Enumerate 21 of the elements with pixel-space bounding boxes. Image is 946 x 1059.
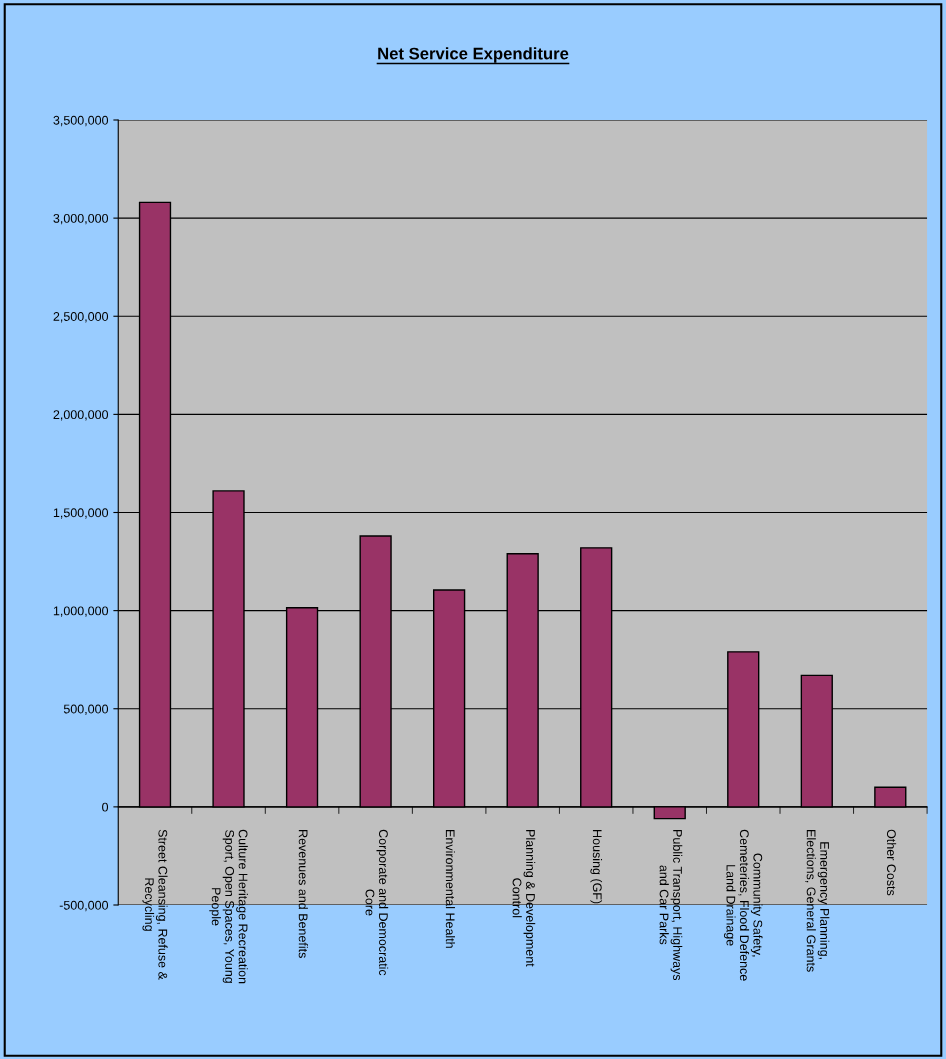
y-tick-label: 2,000,000 [53, 410, 109, 421]
x-tick-label: Culture Heritage Recreation Sport, Open Spaces, Young People [209, 829, 248, 984]
x-tick-label: Planning & Development Control [512, 830, 536, 967]
x-tick-label: Environmental Health [445, 830, 455, 948]
y-tick-label: -500,000 [59, 900, 109, 912]
x-tick-label: Other Costs [886, 829, 897, 896]
y-tick-label: 1,500,000 [53, 508, 109, 519]
x-tick-label: Housing (GF) [590, 830, 603, 904]
y-tick-label: 3,500,000 [53, 115, 109, 127]
x-tick-label: Corporate and Democratic Core [365, 829, 389, 976]
y-tick-label: 500,000 [63, 704, 109, 715]
y-tick-label: 1,000,000 [53, 606, 109, 617]
x-tick-label: Public Transport, Highways and Car Parks [659, 830, 683, 981]
chart-title: Net Service Expenditure [378, 47, 569, 63]
y-tick-label: 2,500,000 [53, 312, 109, 323]
y-tick-label: 0 [102, 802, 109, 812]
y-tick-label: 3,000,000 [53, 213, 109, 225]
x-tick-label: Community Safety, Cemeteries, Flood Defence Land Drainage [723, 829, 763, 981]
x-tick-label: Emergency Planning, Elections, General Grants [805, 830, 830, 972]
x-tick-label: Street Cleansing, Refuse & Recycling [142, 829, 168, 980]
x-tick-label: Revenues and Benefits [298, 830, 308, 958]
